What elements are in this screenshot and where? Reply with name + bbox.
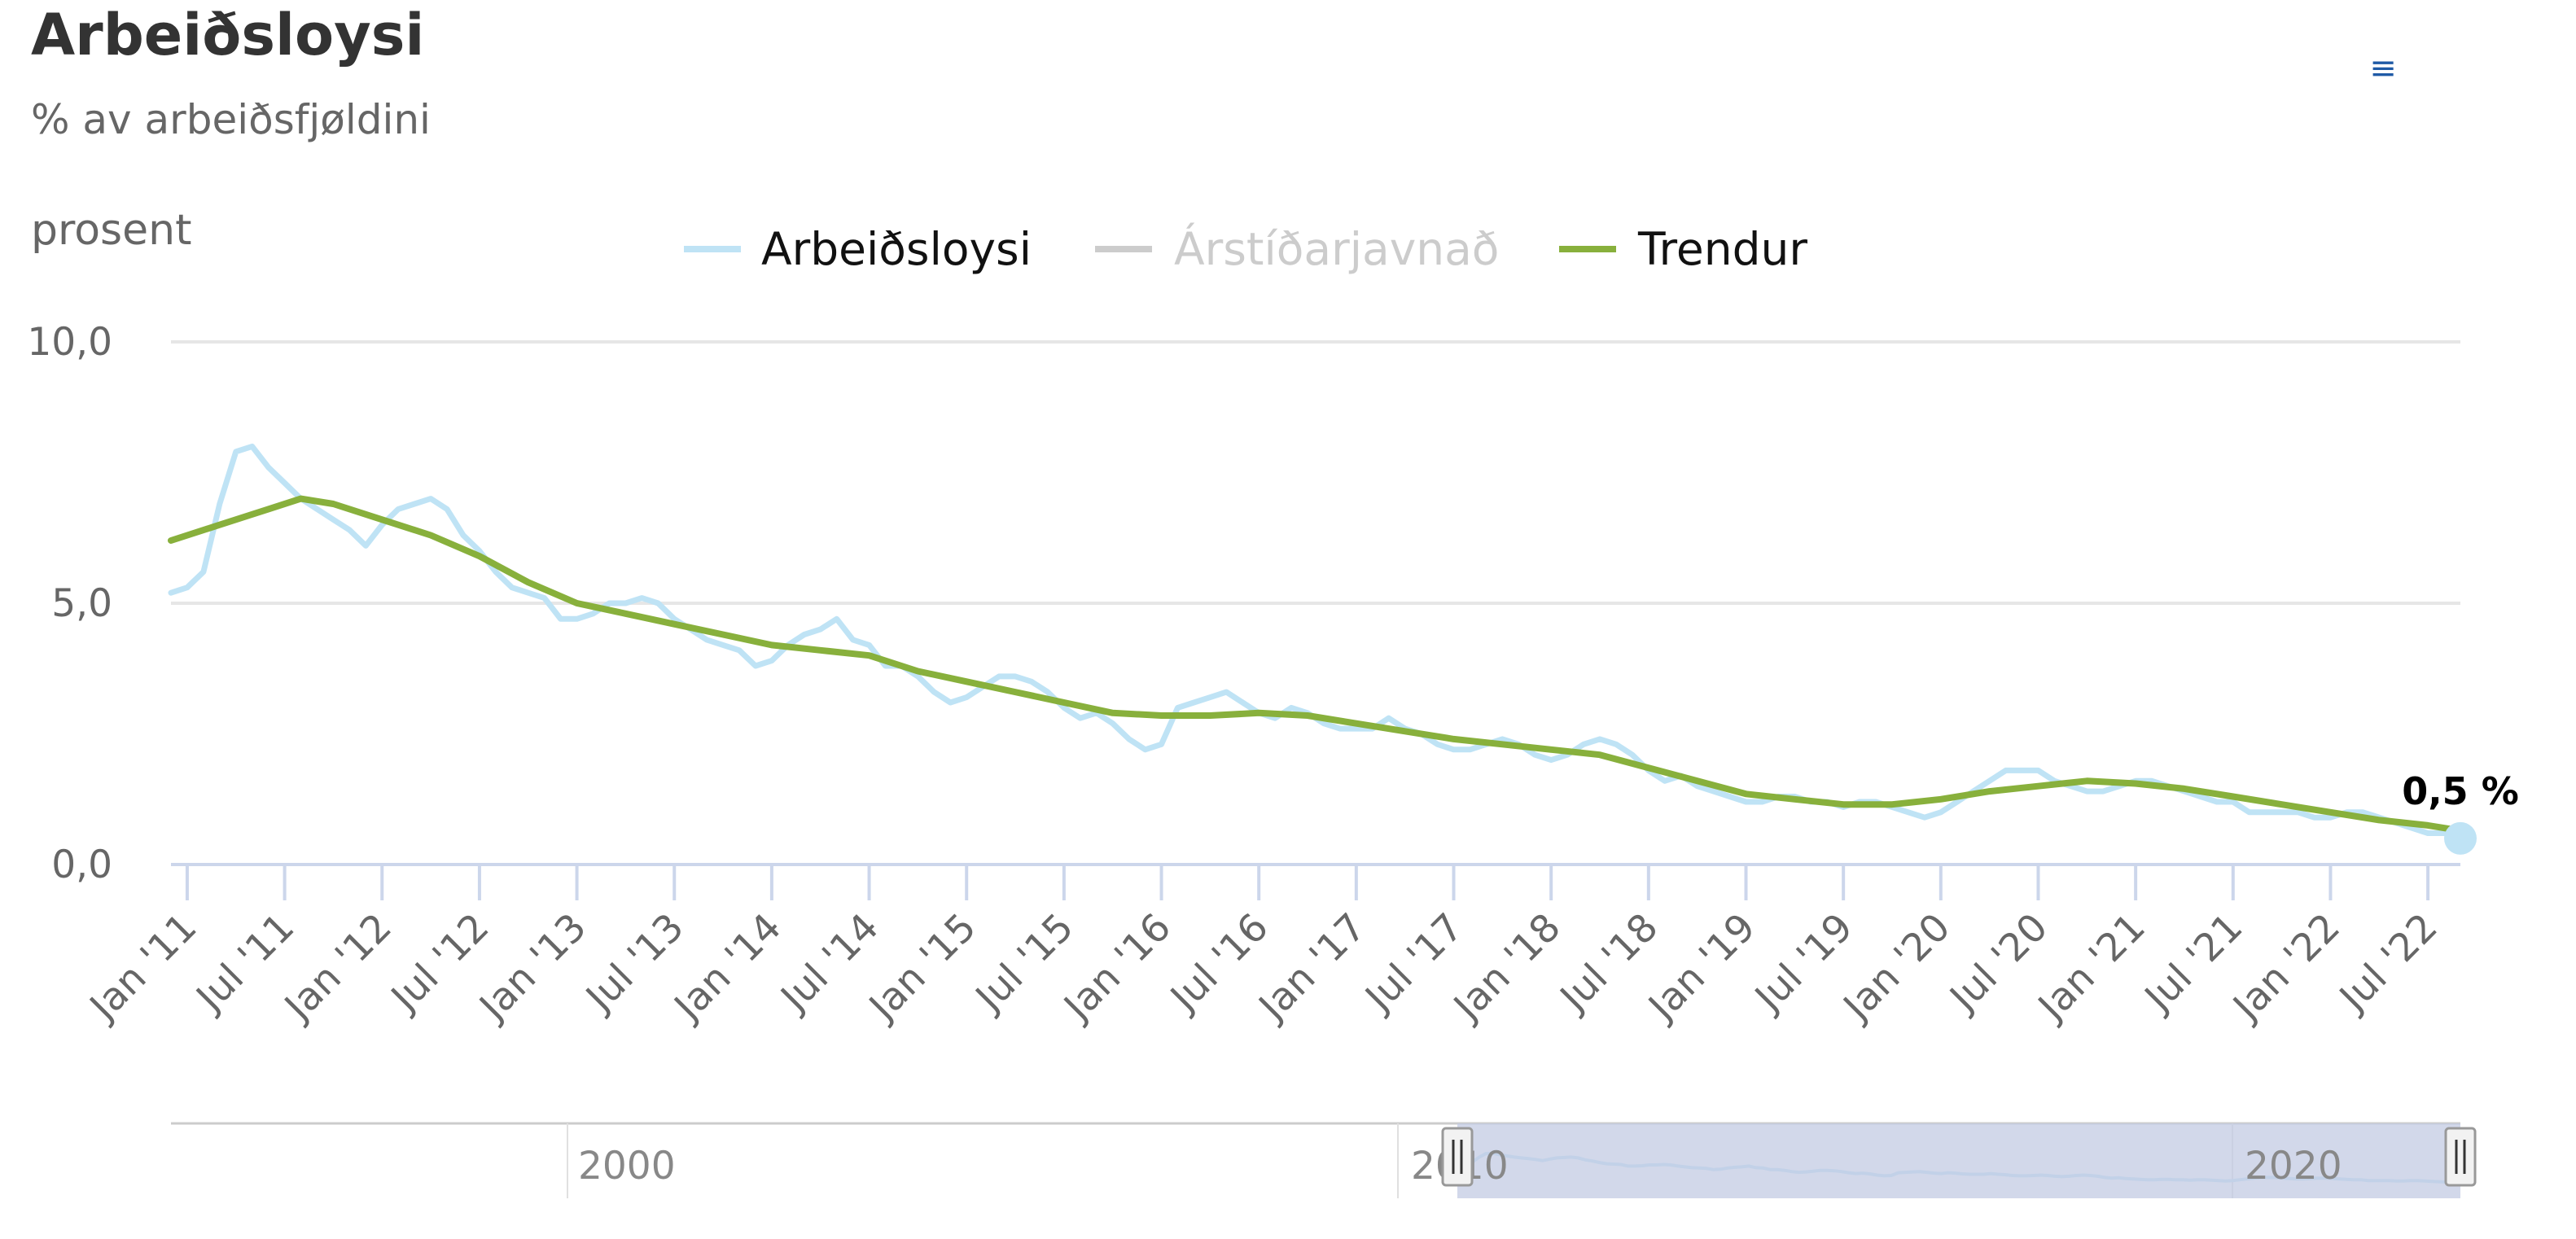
- x-tick-label: Jan '20: [1833, 905, 1959, 1031]
- y-axis-title: prosent: [31, 206, 192, 255]
- x-tick-label: Jan '16: [1054, 905, 1180, 1031]
- x-tick-label: Jan '13: [470, 905, 595, 1031]
- y-tick-label: 5,0: [51, 581, 112, 626]
- x-tick-label: Jul '22: [2329, 905, 2446, 1022]
- legend-item-seasonal[interactable]: Árstíðarjavnað: [1095, 223, 1499, 275]
- annotations: 0,5 %: [2402, 769, 2519, 855]
- legend-label-seasonal: Árstíðarjavnað: [1174, 223, 1499, 275]
- navigator-handle-left[interactable]: [1441, 1127, 1474, 1187]
- legend-item-unemployment[interactable]: Arbeiðsloysi: [684, 223, 1032, 275]
- navigator-label-2000: 2000: [578, 1144, 676, 1189]
- x-tick-label: Jan '14: [664, 905, 790, 1031]
- x-tick-label: Jan '21: [2028, 905, 2153, 1031]
- x-tick-label: Jan '15: [859, 905, 984, 1031]
- gridlines: [171, 340, 2460, 866]
- x-tick-label: Jan '12: [275, 905, 401, 1031]
- data-label: 0,5 %: [2402, 769, 2519, 813]
- x-tick-label: Jan '17: [1249, 905, 1374, 1031]
- x-tick-label: Jan '22: [2223, 905, 2349, 1031]
- legend-label-unemployment: Arbeiðsloysi: [761, 223, 1032, 275]
- navigator: 2000 2010 2020: [171, 1122, 2477, 1198]
- series-line-trend[interactable]: [168, 495, 2464, 834]
- legend-item-trend[interactable]: Trendur: [1559, 223, 1807, 275]
- navigator-handle-right[interactable]: [2444, 1127, 2477, 1187]
- navigator-label-2020: 2020: [2245, 1144, 2342, 1189]
- legend: Arbeiðsloysi Árstíðarjavnað Trendur: [684, 223, 1807, 275]
- chart-title: Arbeiðsloysi: [31, 2, 425, 68]
- y-tick-label: 10,0: [27, 320, 112, 365]
- chart-subtitle: % av arbeiðsfjøldini: [31, 96, 431, 143]
- x-tick-label: Jan '18: [1444, 905, 1569, 1031]
- plot-area: [168, 443, 2464, 842]
- navigator-selection[interactable]: [1457, 1123, 2460, 1198]
- x-tick-label: Jan '11: [80, 905, 205, 1031]
- last-point-marker[interactable]: [2444, 821, 2477, 855]
- y-tick-label: 0,0: [51, 843, 112, 887]
- legend-label-trend: Trendur: [1637, 223, 1807, 275]
- hamburger-menu-icon[interactable]: ≡: [2369, 50, 2397, 87]
- y-axis: 0,0 5,0 10,0: [27, 320, 112, 887]
- x-tick-label: Jan '19: [1639, 905, 1764, 1031]
